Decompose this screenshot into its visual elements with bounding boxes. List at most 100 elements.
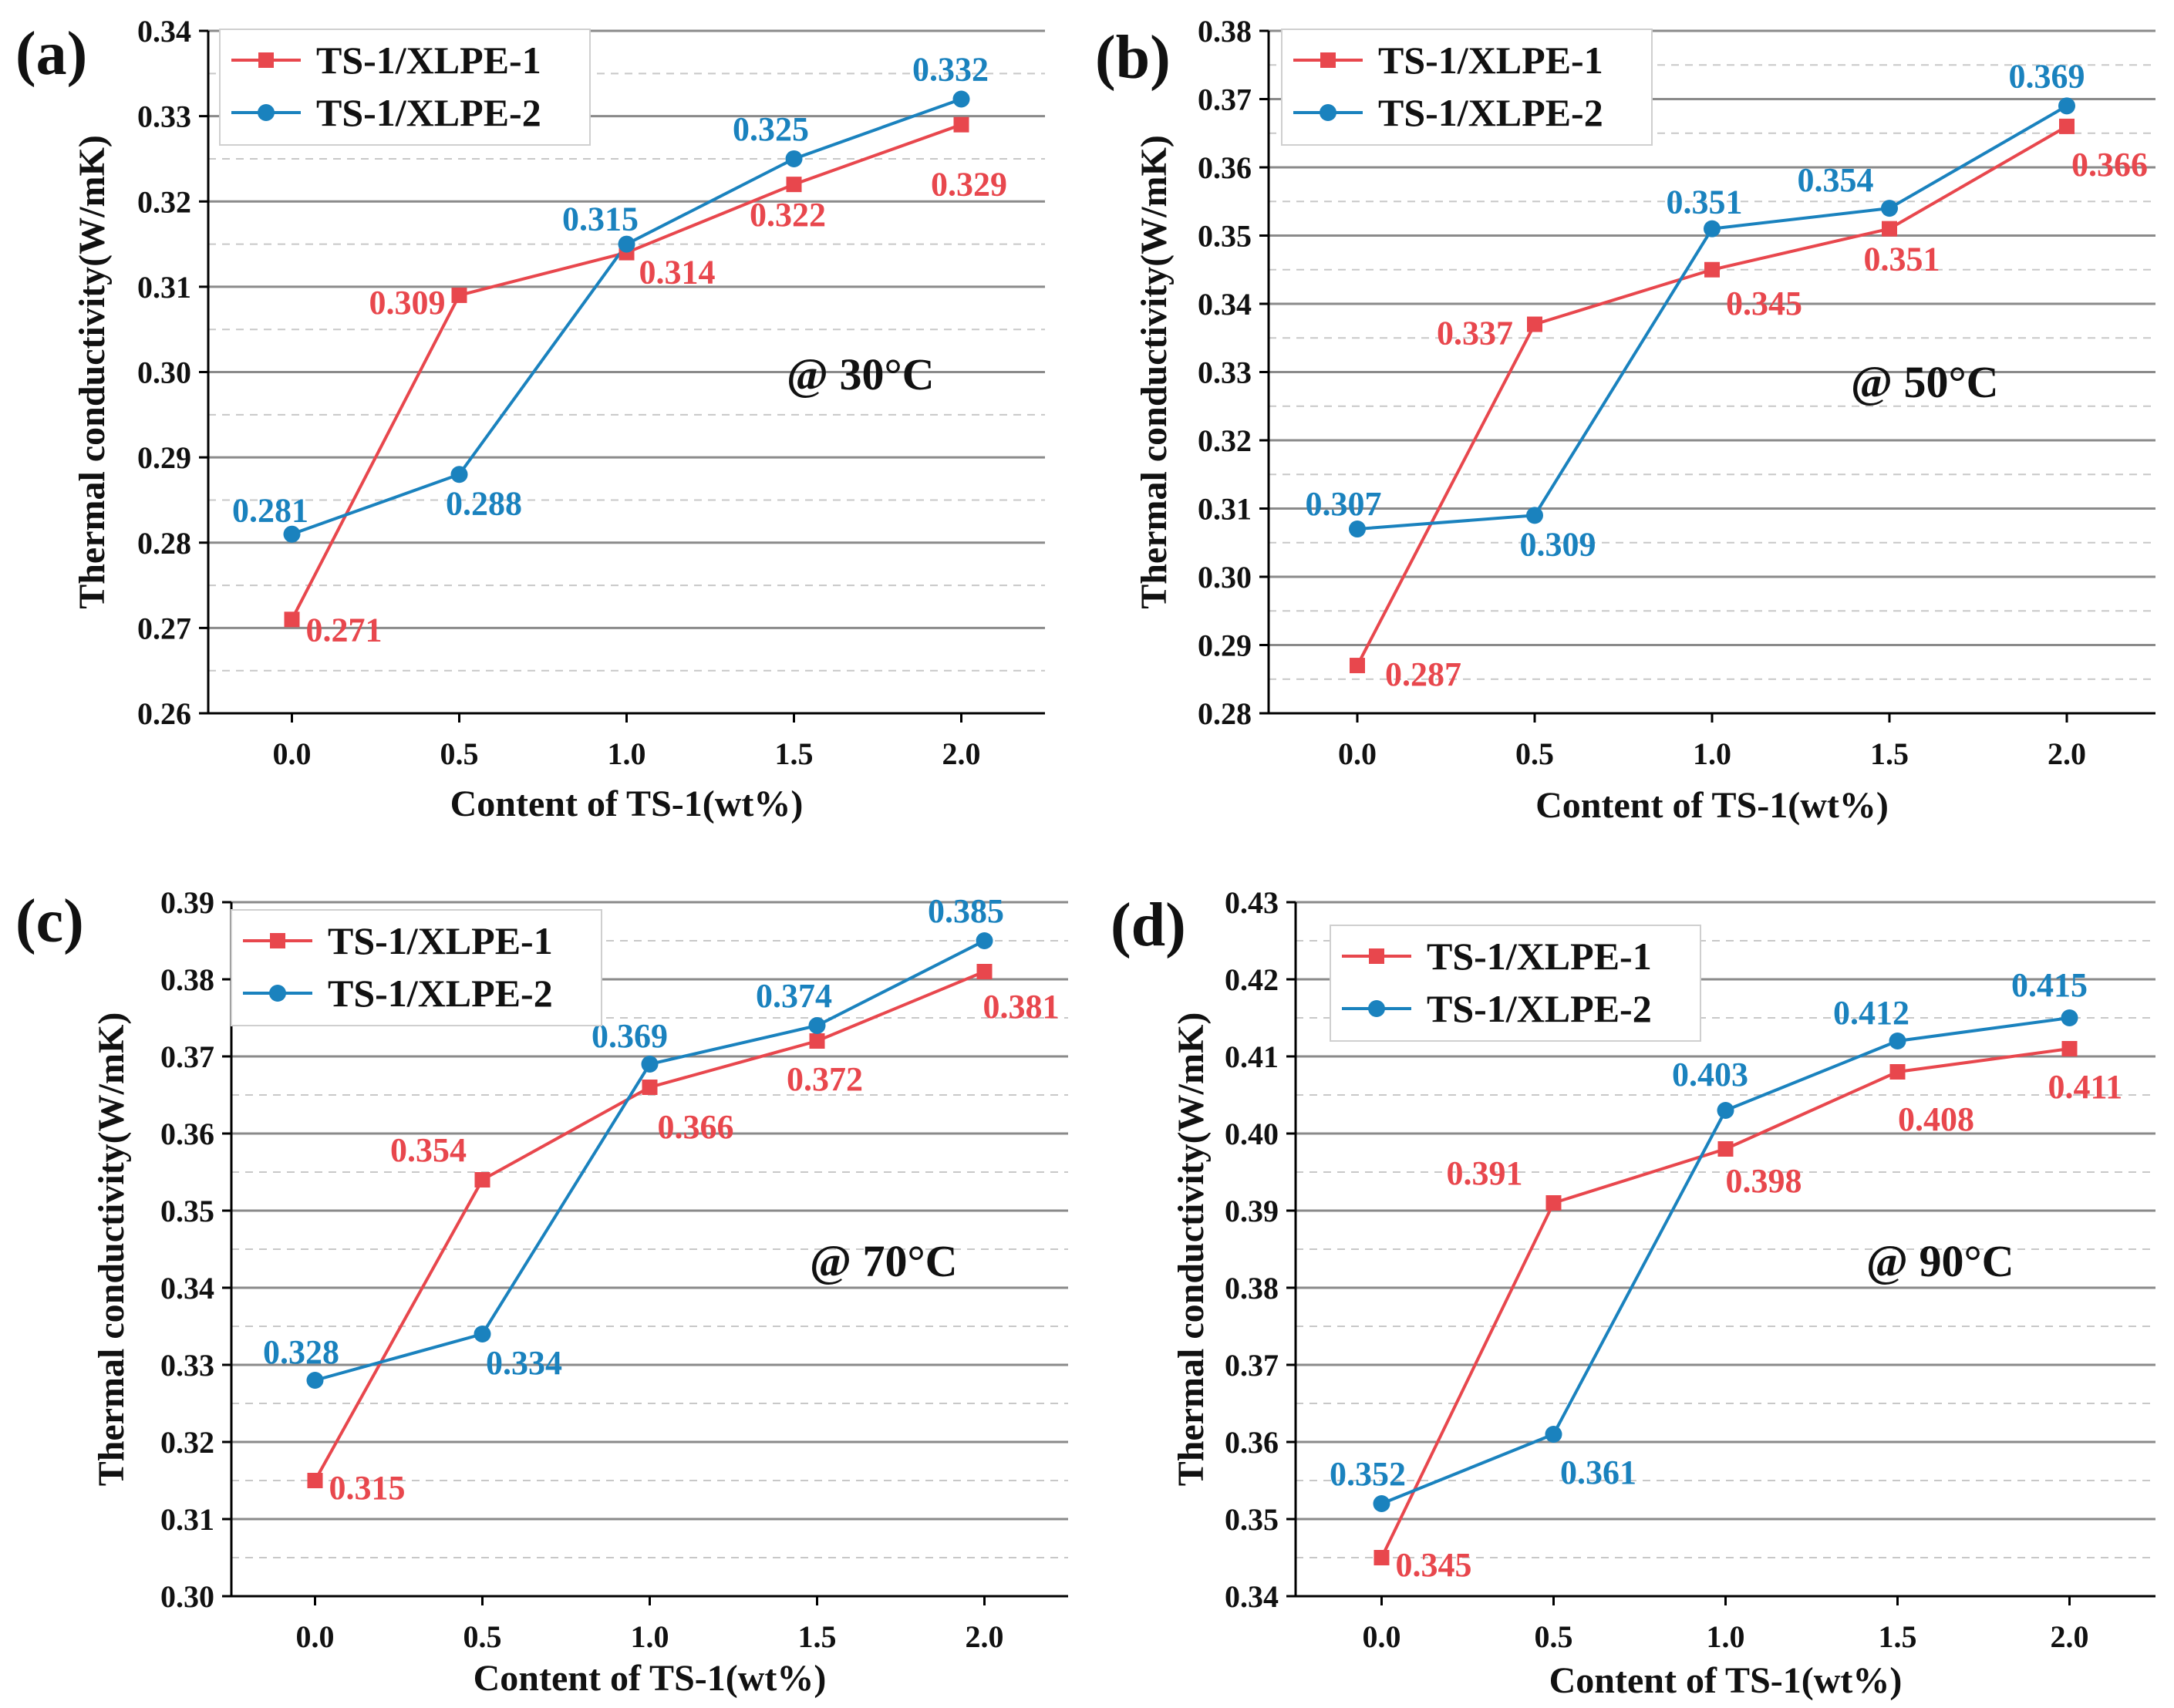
x-tick-label: 0.5 <box>440 736 479 771</box>
y-tick-label: 0.37 <box>160 1039 214 1074</box>
data-label: 0.408 <box>1898 1100 1974 1138</box>
series-1-point <box>953 116 969 133</box>
data-label: 0.415 <box>2011 966 2088 1004</box>
series-1-point <box>1717 1141 1734 1157</box>
temperature-annotation: @ 50°C <box>1851 357 1999 407</box>
data-label: 0.351 <box>1864 241 1940 278</box>
legend-marker <box>269 985 286 1002</box>
y-tick-label: 0.29 <box>137 440 191 475</box>
series-1-point <box>474 1172 490 1188</box>
y-tick-label: 0.41 <box>1225 1039 1279 1074</box>
legend-label: TS-1/XLPE-2 <box>316 91 541 134</box>
x-tick-label: 0.0 <box>1338 736 1377 771</box>
x-tick-label: 1.5 <box>1879 1619 1917 1654</box>
data-label: 0.315 <box>562 200 639 238</box>
y-axis-label: Thermal conductivity(W/mK) <box>1134 135 1175 609</box>
y-tick-label: 0.30 <box>137 355 191 390</box>
data-label: 0.354 <box>390 1131 467 1169</box>
legend-marker <box>258 104 275 121</box>
series-2-point <box>1704 220 1721 238</box>
legend-label: TS-1/XLPE-2 <box>1378 91 1603 134</box>
series-1-point <box>1527 316 1542 332</box>
y-tick-label: 0.34 <box>137 14 191 49</box>
y-tick-label: 0.40 <box>1225 1117 1279 1151</box>
series-1-point <box>1350 658 1365 674</box>
data-label: 0.411 <box>2048 1068 2123 1106</box>
data-label: 0.325 <box>733 110 809 148</box>
series-2-point <box>1717 1102 1734 1119</box>
data-label: 0.366 <box>658 1108 734 1146</box>
x-axis-label: Content of TS-1(wt%) <box>1535 785 1889 826</box>
y-tick-label: 0.35 <box>160 1194 214 1228</box>
x-tick-label: 1.0 <box>1707 1619 1745 1654</box>
temperature-annotation: @ 70°C <box>810 1236 958 1286</box>
data-label: 0.328 <box>263 1333 339 1371</box>
y-tick-label: 0.32 <box>160 1425 214 1460</box>
series-1-point <box>1545 1195 1562 1211</box>
series-1-point <box>1882 221 1897 237</box>
chart-a-svg: 0.26 0.27 0.28 0.29 0.30 0.31 0.32 0.33 0.34 0.0 0… <box>72 14 1045 824</box>
series-1-point <box>642 1080 658 1095</box>
y-tick-label: 0.32 <box>137 184 191 219</box>
legend-marker <box>270 933 285 948</box>
data-label: 0.309 <box>1520 525 1596 563</box>
series-2-point <box>283 525 301 543</box>
series-1-point <box>1373 1550 1390 1565</box>
y-axis-label: Thermal conductivity(W/mK) <box>91 1012 132 1487</box>
x-tick-label: 0.0 <box>296 1619 335 1654</box>
data-label: 0.354 <box>1798 161 1874 199</box>
legend-marker <box>1320 104 1336 121</box>
data-label: 0.385 <box>928 892 1004 930</box>
y-tick-label: 0.31 <box>1198 492 1252 527</box>
series-2-point <box>1889 1033 1906 1049</box>
data-label: 0.334 <box>486 1344 562 1382</box>
data-label: 0.381 <box>983 988 1060 1026</box>
data-label: 0.374 <box>756 977 832 1015</box>
y-tick-label: 0.38 <box>160 962 214 997</box>
y-tick-label: 0.29 <box>1198 628 1252 663</box>
y-tick-label: 0.28 <box>137 526 191 561</box>
y-tick-label: 0.36 <box>160 1117 214 1151</box>
data-label: 0.352 <box>1330 1455 1406 1493</box>
y-tick-label: 0.30 <box>1198 560 1252 595</box>
series-1-point <box>1704 261 1720 278</box>
series-2-point <box>1545 1426 1562 1443</box>
x-tick-label: 1.5 <box>798 1619 837 1654</box>
y-tick-label: 0.34 <box>1198 287 1252 322</box>
panel-label: (b) <box>1095 24 1171 92</box>
x-tick-label: 2.0 <box>2048 736 2086 771</box>
series-2-point <box>808 1017 826 1034</box>
x-tick-label: 0.0 <box>1363 1619 1401 1654</box>
data-label: 0.309 <box>369 284 446 322</box>
data-label: 0.372 <box>787 1060 863 1098</box>
panel-label: (a) <box>15 20 88 88</box>
legend-label: TS-1/XLPE-1 <box>328 919 553 962</box>
data-label: 0.391 <box>1447 1154 1523 1192</box>
data-label: 0.288 <box>446 484 522 522</box>
y-tick-label: 0.37 <box>1198 83 1252 117</box>
y-tick-label: 0.33 <box>1198 355 1252 390</box>
data-label: 0.329 <box>931 166 1007 204</box>
legend-box <box>219 29 591 146</box>
y-tick-label: 0.31 <box>160 1502 214 1537</box>
series-2-point <box>1881 200 1898 217</box>
series-1-point <box>307 1473 323 1488</box>
data-label: 0.332 <box>912 51 989 89</box>
series-2-point <box>474 1326 491 1342</box>
y-tick-label: 0.36 <box>1198 150 1252 185</box>
series-1-point <box>2061 1041 2078 1056</box>
series-2-point <box>952 90 970 108</box>
x-tick-label: 1.0 <box>1693 736 1731 771</box>
legend-marker <box>1368 1000 1385 1017</box>
x-axis-label: Content of TS-1(wt%) <box>1549 1660 1903 1701</box>
x-tick-label: 2.0 <box>2051 1619 2089 1654</box>
x-axis-label: Content of TS-1(wt%) <box>450 783 804 824</box>
series-2-point <box>2058 97 2075 115</box>
x-tick-label: 2.0 <box>966 1619 1004 1654</box>
series-2-point <box>641 1056 659 1073</box>
panel-b: (b) 0.28 0.29 0.30 0.31 0.32 0.33 0.34 0.35 0.36… <box>1080 0 2174 848</box>
temperature-annotation: @ 90°C <box>1866 1236 2014 1286</box>
series-2-point <box>1349 520 1366 538</box>
y-tick-label: 0.35 <box>1225 1502 1279 1537</box>
y-tick-label: 0.43 <box>1225 885 1279 920</box>
